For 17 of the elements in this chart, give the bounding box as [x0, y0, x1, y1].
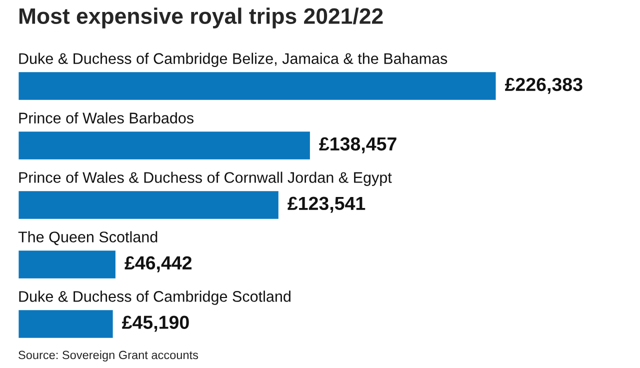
- chart-title: Most expensive royal trips 2021/22: [19, 8, 383, 28]
- y-tick-label: The Queen Scotland: [18, 231, 158, 246]
- bar: [18, 130, 312, 161]
- data-label: £45,190: [122, 316, 189, 332]
- data-label: £123,541: [288, 196, 366, 213]
- y-tick-label: Prince of Wales & Duchess of Cornwall Jordan & Egypt: [19, 172, 392, 186]
- source-note: Source: Sovereign Grant accounts: [18, 350, 198, 362]
- y-tick-label: Prince of Wales Barbados: [19, 112, 194, 124]
- y-tick-label: Duke & Duchess of Cambridge Scotland: [19, 290, 290, 305]
- y-tick-label: Duke & Duchess of Cambridge Belize, Jamaica & the Bahamas: [19, 52, 448, 68]
- data-label: £138,457: [319, 137, 396, 154]
- data-label: £226,383: [504, 78, 582, 94]
- bar: [18, 70, 498, 102]
- bar: [18, 249, 117, 280]
- bar: [18, 190, 280, 220]
- data-label: £46,442: [124, 256, 192, 272]
- bar: [18, 308, 114, 340]
